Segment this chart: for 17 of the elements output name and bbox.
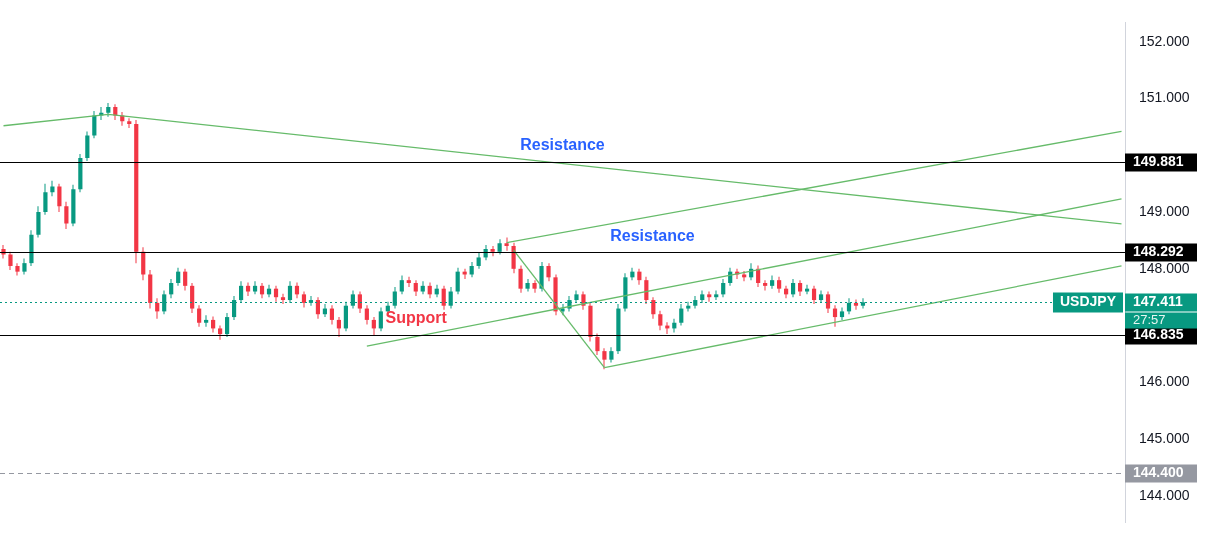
y-tick-label: 146.000 xyxy=(1139,373,1190,390)
ref-line-label: 146.835 xyxy=(1133,326,1184,343)
ref-line-label: 148.292 xyxy=(1133,243,1184,260)
annotation: Support xyxy=(385,309,448,327)
annotation: USDJPY xyxy=(1059,293,1117,310)
ref-line-label: 144.400 xyxy=(1133,464,1184,481)
ref-line-label: 149.881 xyxy=(1133,153,1184,170)
ref-line-label: 147.411 xyxy=(1133,293,1184,310)
y-tick-label: 152.000 xyxy=(1139,32,1190,49)
y-tick-label: 149.000 xyxy=(1139,202,1190,219)
y-tick-label: 145.000 xyxy=(1139,430,1190,446)
annotation: Resistance xyxy=(520,136,605,154)
y-tick-label: 151.000 xyxy=(1139,89,1190,106)
y-tick-label: 148.000 xyxy=(1139,259,1190,276)
text: 27:57 xyxy=(1133,312,1166,328)
annotation: Resistance xyxy=(610,226,695,244)
y-tick-label: 144.000 xyxy=(1139,486,1190,503)
